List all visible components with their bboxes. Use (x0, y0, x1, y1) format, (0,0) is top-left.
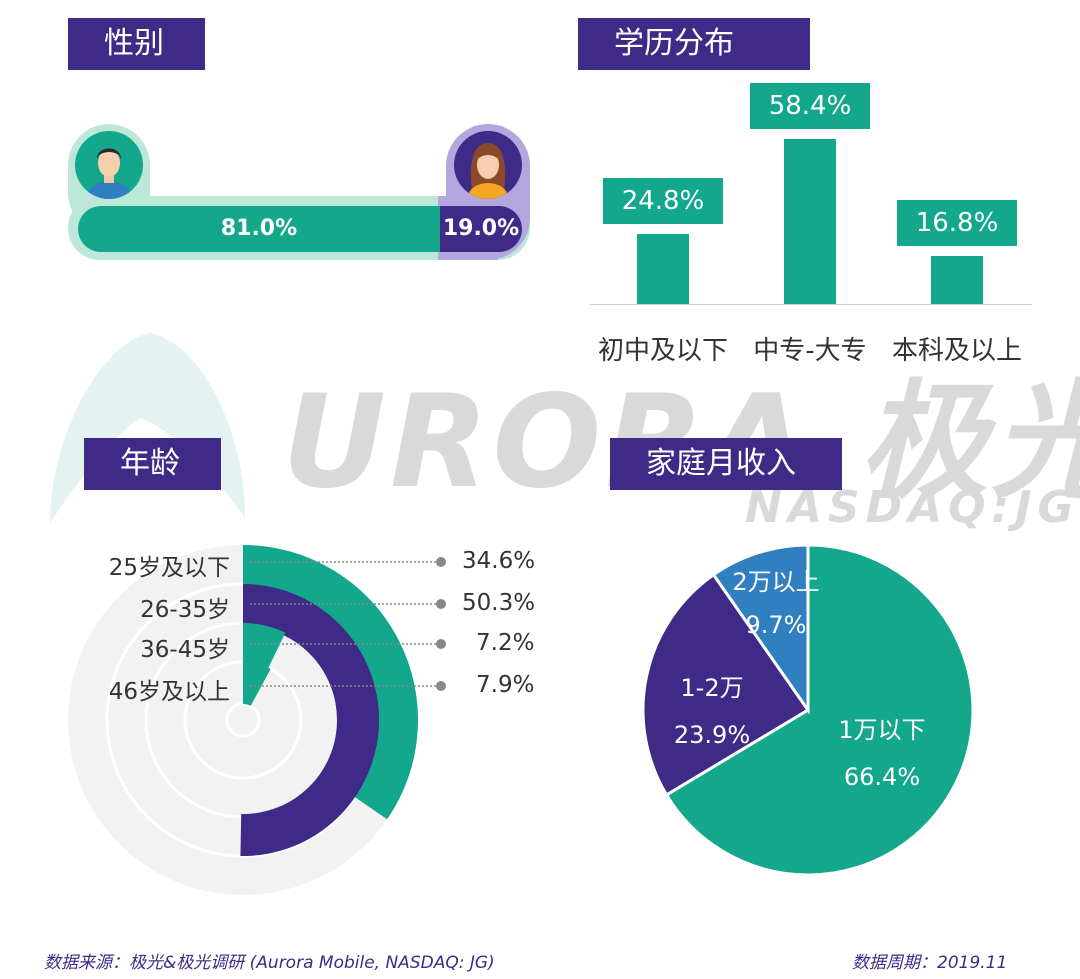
age-value-label: 50.3% (462, 590, 536, 616)
age-radial-chart (68, 545, 446, 895)
female-avatar-icon (454, 131, 522, 199)
age-radial-bar (243, 623, 286, 671)
age-category-label: 46岁及以上 (108, 679, 230, 705)
edu-category-label: 初中及以下 (597, 336, 728, 366)
age-radial-bar (240, 584, 380, 856)
age-category-label: 25岁及以下 (108, 555, 230, 581)
age-value-label: 7.9% (476, 672, 535, 698)
male-avatar-icon (75, 131, 143, 199)
income-pie-slice (641, 572, 811, 797)
edu-bar-value-label: 24.8% (603, 177, 723, 224)
age-section-title: 年龄 (84, 438, 221, 490)
age-radial-bar (243, 662, 271, 706)
male-percentage: 81.0% (220, 216, 298, 241)
edu-category-label: 本科及以上 (891, 336, 1022, 366)
edu-bar (637, 233, 689, 304)
income-label-high: 2万以上 9.7% (732, 568, 820, 639)
age-category-label: 26-35岁 (140, 597, 230, 623)
edu-bar-value-label: 58.4% (750, 82, 870, 129)
edu-category-label: 中专-大专 (753, 336, 867, 366)
income-pie-slice (664, 543, 975, 877)
age-value-label: 7.2% (476, 630, 535, 656)
data-source-note: 数据来源：极光&极光调研 (Aurora Mobile, NASDAQ: JG) (44, 953, 495, 973)
gender-bar: 81.0% 19.0% (68, 124, 530, 260)
age-value-label: 34.6% (462, 548, 536, 574)
age-category-label: 36-45岁 (140, 637, 230, 663)
income-section-title: 家庭月收入 (610, 438, 842, 490)
edu-bar (784, 138, 836, 304)
watermark-ticker: NASDAQ:JG (745, 482, 1080, 533)
income-label-low: 1万以下 66.4% (838, 716, 926, 791)
age-leader-dot (436, 557, 446, 567)
edu-bar (931, 256, 983, 304)
edu-bar-value-label: 16.8% (897, 200, 1017, 247)
gender-section-title: 性别 (68, 18, 205, 70)
age-leader-dot (436, 681, 446, 691)
age-leader-dot (436, 639, 446, 649)
female-percentage: 19.0% (442, 216, 520, 241)
age-leader-dot (436, 599, 446, 609)
income-pie-chart (641, 543, 975, 877)
education-axis-line (590, 304, 1032, 305)
income-label-mid: 1-2万 23.9% (673, 674, 751, 749)
data-period-note: 数据周期：2019.11 (852, 953, 1008, 973)
education-section-title: 学历分布 (578, 18, 810, 70)
income-pie-slice (711, 543, 810, 715)
watermark-logo-shape (50, 333, 245, 523)
